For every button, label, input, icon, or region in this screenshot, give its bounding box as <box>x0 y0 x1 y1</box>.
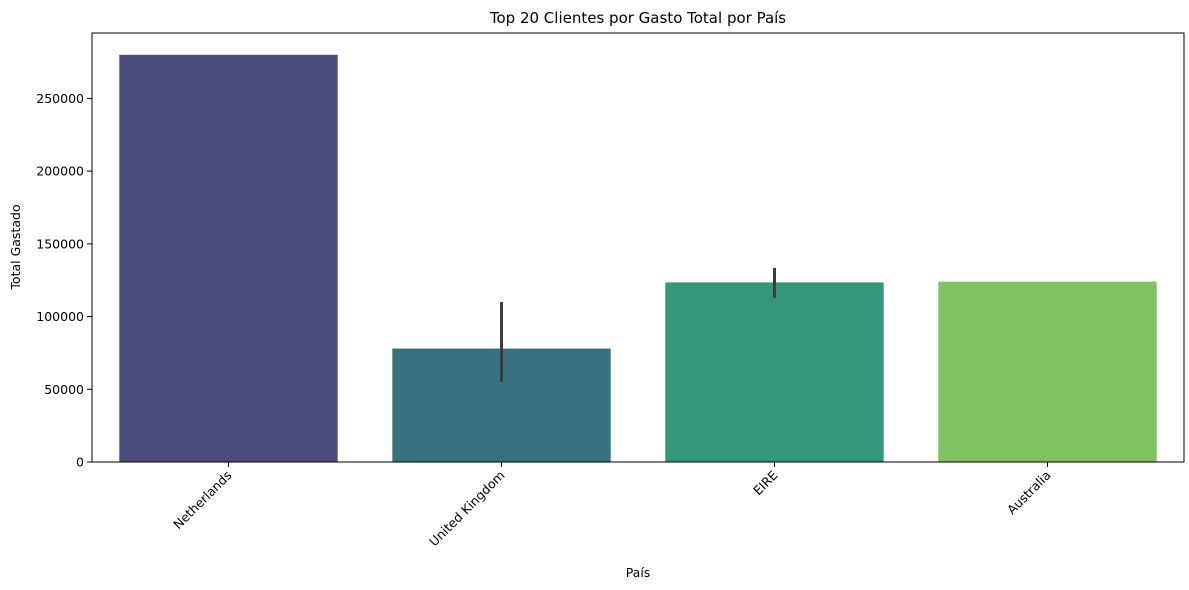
bar <box>119 54 338 462</box>
chart-title: Top 20 Clientes por Gasto Total por País <box>489 9 786 27</box>
x-tick-label: United Kingdom <box>426 468 508 550</box>
plot-frame <box>91 32 1185 463</box>
y-axis-title: Total Gastado <box>8 204 23 290</box>
y-tick-label: 50000 <box>44 382 84 397</box>
x-tick-label: Australia <box>1004 468 1054 518</box>
bar <box>938 281 1157 462</box>
bar <box>665 282 884 462</box>
bars-group <box>119 54 1157 462</box>
y-tick-label: 150000 <box>36 236 84 251</box>
x-tick-label: Netherlands <box>170 468 234 532</box>
x-tick-label: EIRE <box>750 467 781 498</box>
y-tick-label: 200000 <box>36 164 84 179</box>
y-tick-label: 100000 <box>36 309 84 324</box>
error-bars-group <box>500 267 776 383</box>
y-axis: 0 50000 100000 150000 200000 250000 <box>36 91 92 470</box>
y-tick-label: 250000 <box>36 91 84 106</box>
x-axis-title: País <box>626 565 651 580</box>
x-axis: Netherlands United Kingdom EIRE Australia <box>170 462 1054 550</box>
y-tick-label: 0 <box>76 455 84 470</box>
